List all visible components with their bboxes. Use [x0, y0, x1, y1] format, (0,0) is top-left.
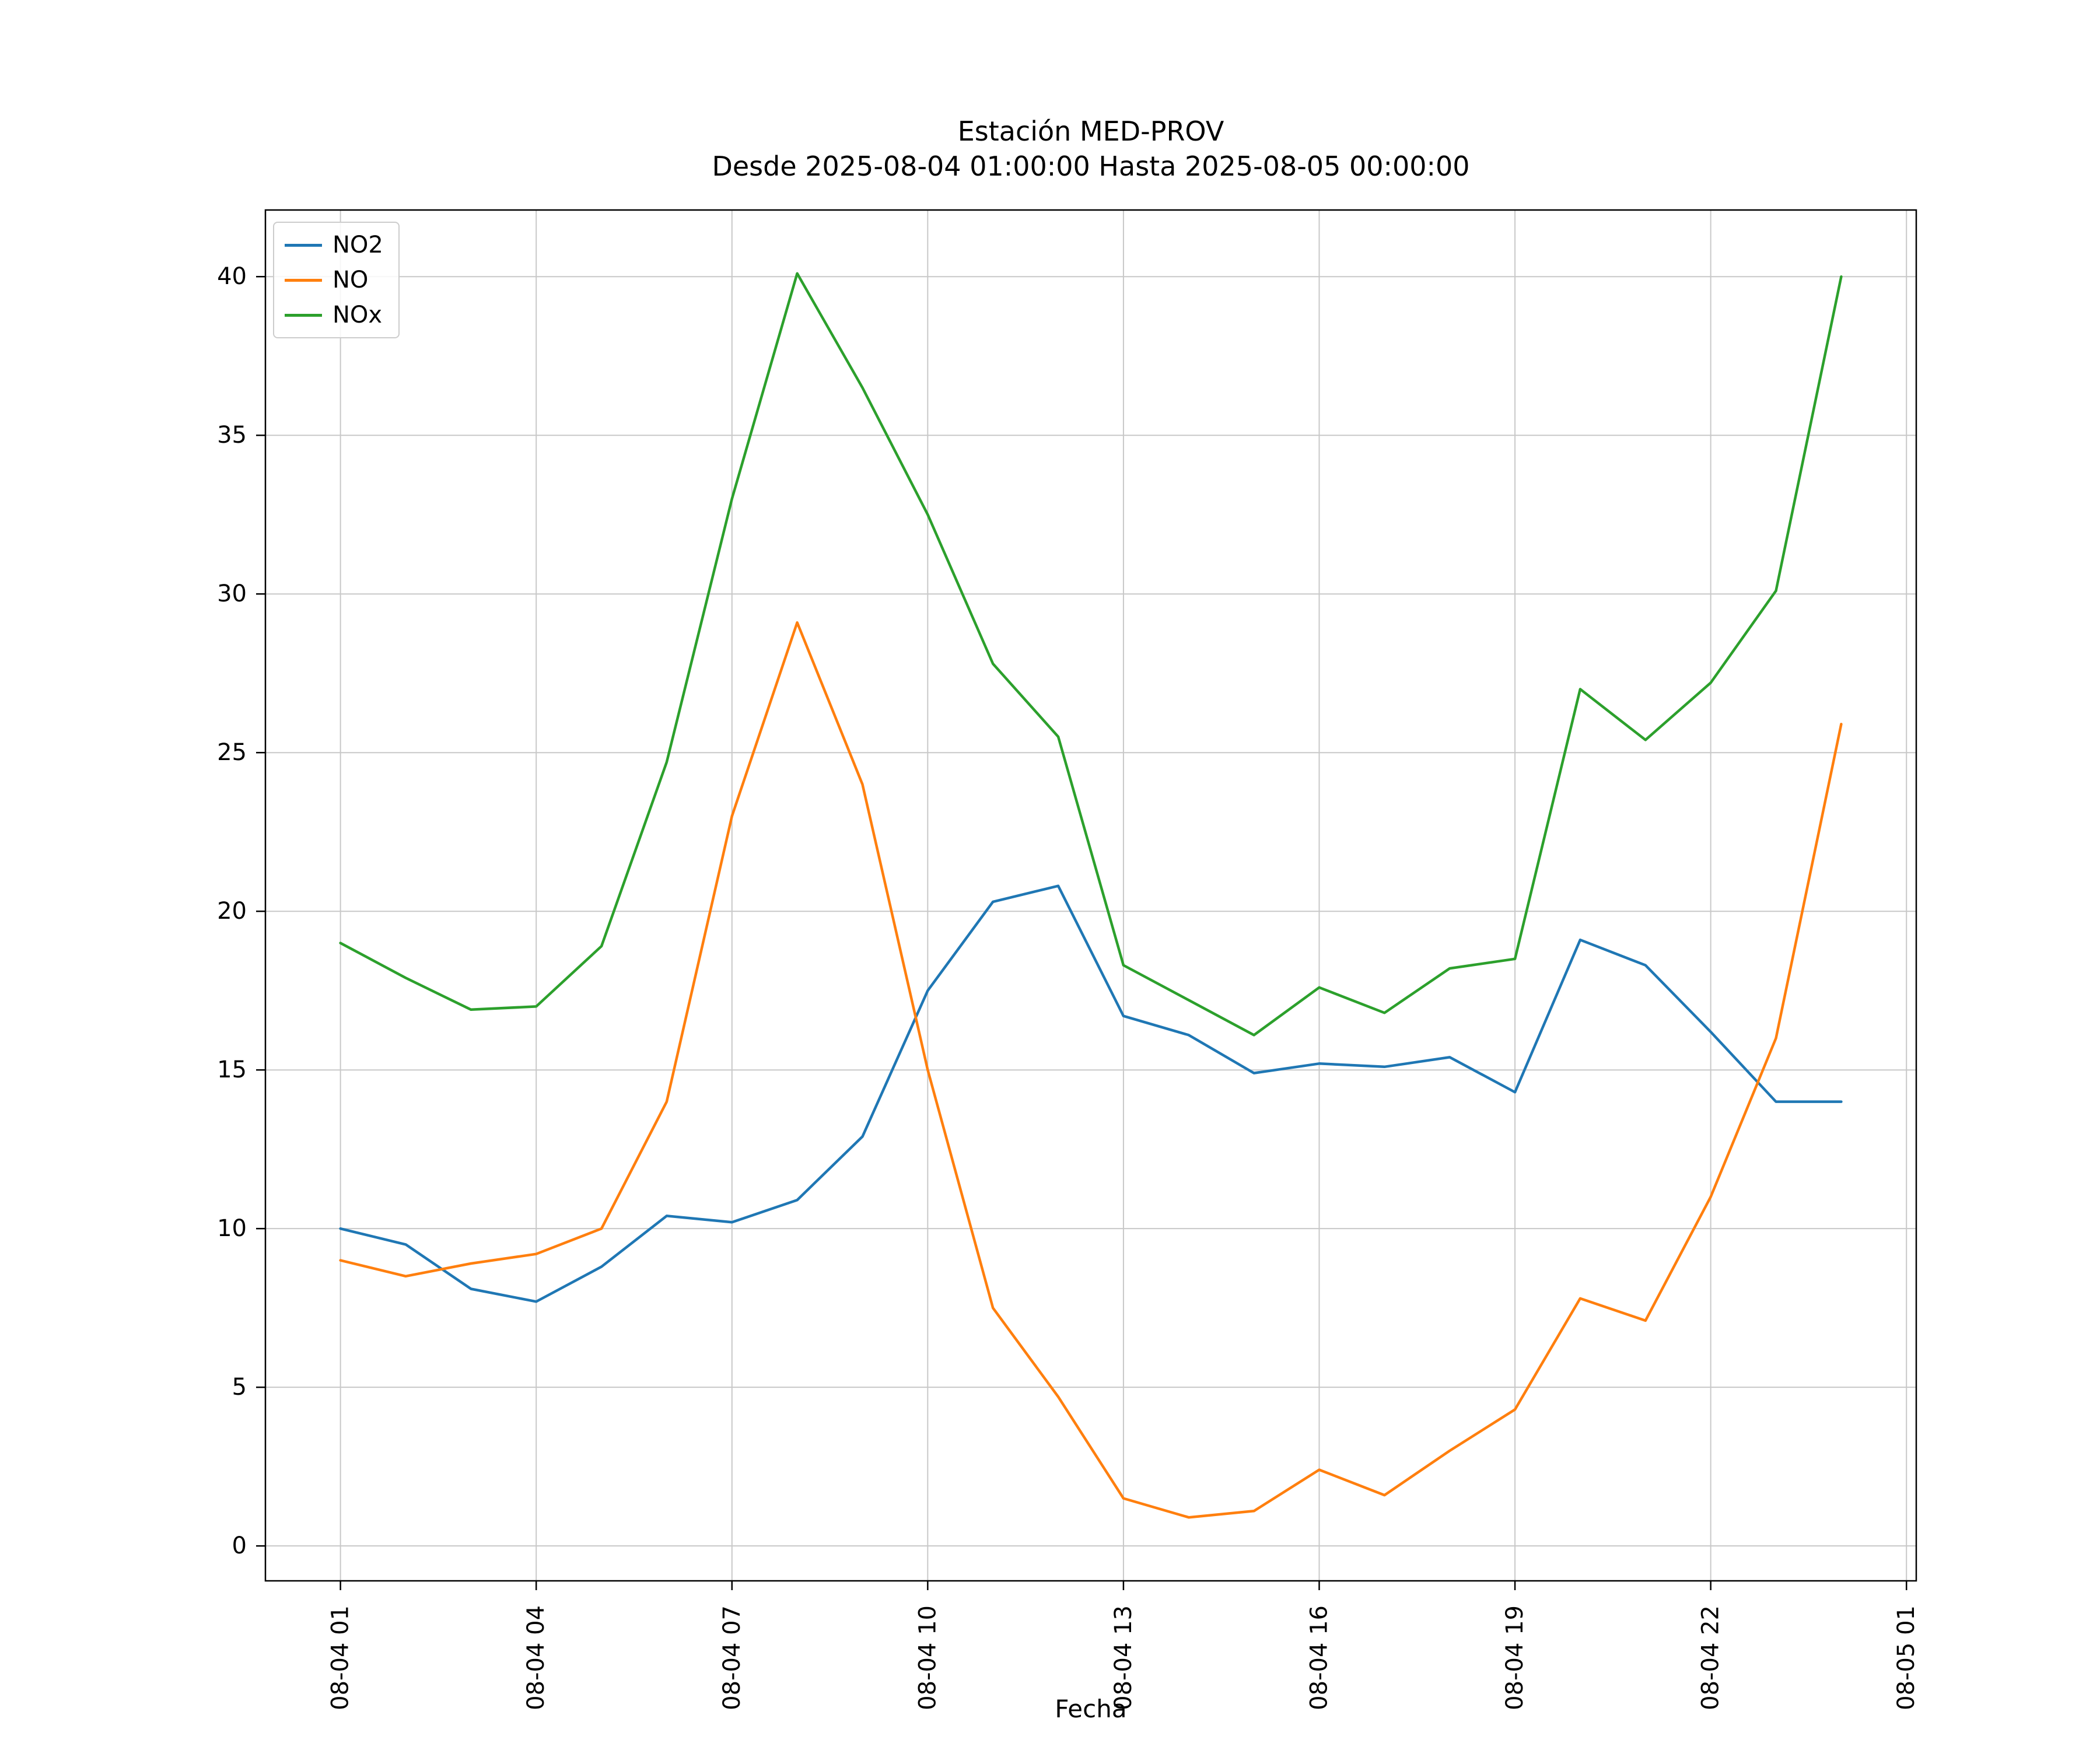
legend-label-no2: NO2	[332, 232, 383, 258]
x-tick-label: 08-04 04	[523, 1605, 550, 1710]
y-tick-label: 0	[232, 1532, 247, 1559]
chart-title-line2: Desde 2025-08-04 01:00:00 Hasta 2025-08-…	[712, 150, 1470, 182]
legend-swatch-no	[285, 278, 322, 282]
y-tick-label: 15	[217, 1056, 247, 1083]
y-tick-label: 20	[217, 898, 247, 925]
x-tick-label: 08-04 22	[1698, 1605, 1724, 1710]
x-tick-label: 08-04 07	[719, 1605, 746, 1710]
x-axis-label: Fecha	[1055, 1695, 1127, 1723]
x-tick-label: 08-04 19	[1502, 1605, 1528, 1710]
legend-swatch-no2	[285, 243, 322, 247]
x-tick-label: 08-04 13	[1110, 1605, 1137, 1710]
x-tick-label: 08-04 16	[1306, 1605, 1333, 1710]
series-line-nox	[339, 272, 1843, 1037]
y-tick-label: 30	[217, 580, 247, 607]
x-tick-label: 08-05 01	[1893, 1605, 1920, 1710]
legend-item-nox: NOx	[285, 300, 383, 330]
y-tick-label: 5	[232, 1374, 247, 1401]
legend: NO2 NO NOx	[273, 222, 400, 338]
legend-label-no: NO	[332, 267, 369, 293]
legend-swatch-nox	[285, 313, 322, 317]
x-tick-label: 08-04 01	[327, 1605, 354, 1710]
y-tick-label: 25	[217, 739, 247, 766]
series-line-no2	[339, 884, 1843, 1303]
x-tick-label: 08-04 10	[914, 1605, 941, 1710]
plot-border	[264, 209, 1917, 1582]
legend-item-no2: NO2	[285, 230, 383, 260]
y-tick-label: 40	[217, 263, 247, 290]
legend-item-no: NO	[285, 265, 383, 295]
y-tick-label: 10	[217, 1215, 247, 1242]
chart-title-line1: Estación MED-PROV	[957, 116, 1224, 147]
legend-label-nox: NOx	[332, 302, 383, 328]
chart-title: Estación MED-PROV Desde 2025-08-04 01:00…	[265, 114, 1916, 184]
y-tick-label: 35	[217, 422, 247, 449]
series-line-no	[339, 621, 1843, 1519]
